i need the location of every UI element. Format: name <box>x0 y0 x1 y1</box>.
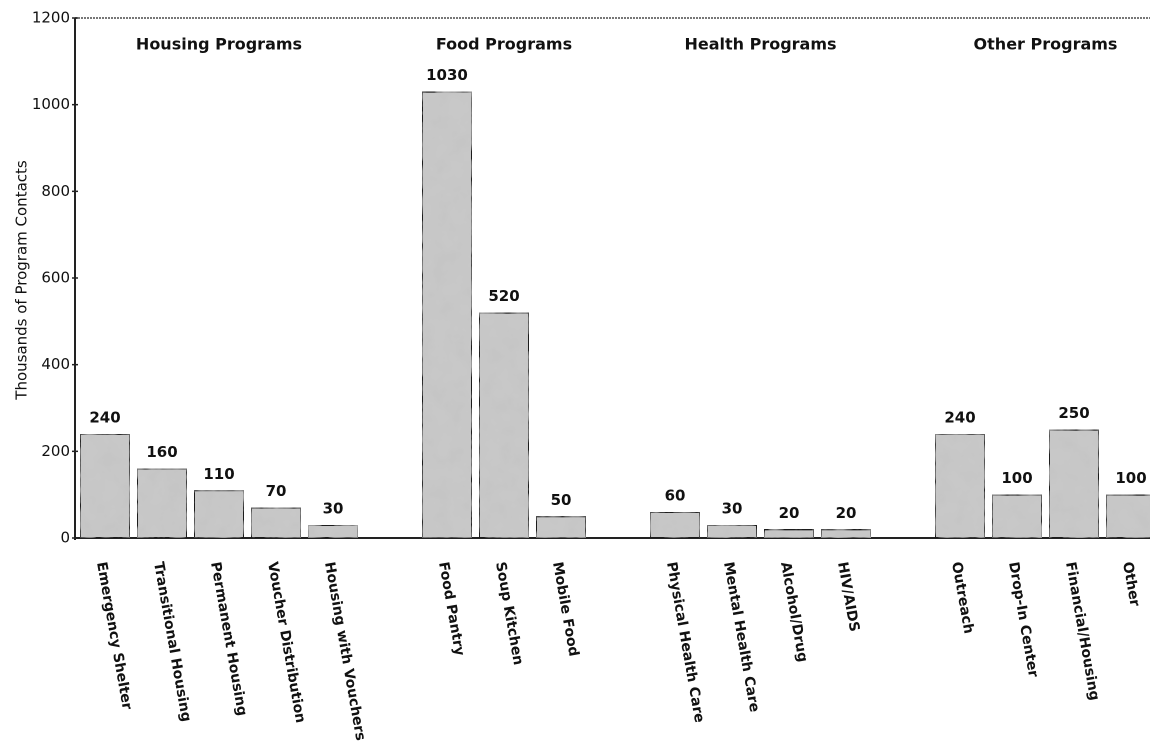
x-tick-label: Emergency Shelter <box>93 561 135 711</box>
x-tick-label: Permanent Housing <box>207 561 250 718</box>
x-tick-label: Physical Health Care <box>663 561 707 724</box>
value-label: 100 <box>1115 469 1146 487</box>
value-label: 30 <box>323 500 344 518</box>
x-tick-label: Mental Health Care <box>720 561 762 714</box>
bar <box>193 489 245 540</box>
y-tick-label: 600 <box>41 269 70 287</box>
y-axis-label: Thousands of Program Contacts <box>13 160 31 401</box>
bar <box>421 90 473 540</box>
value-label: 70 <box>266 482 287 500</box>
y-tick-label: 400 <box>41 355 70 373</box>
bar <box>763 528 815 539</box>
value-label: 30 <box>722 500 743 518</box>
bar <box>136 467 188 539</box>
bar <box>649 511 701 539</box>
bar <box>820 528 872 539</box>
bar <box>706 524 758 539</box>
x-tick-label: Housing with Vouchers <box>321 561 368 742</box>
y-tick-label: 200 <box>41 442 70 460</box>
x-tick-label: Transitional Housing <box>150 561 194 723</box>
x-tick-label: Outreach <box>948 561 976 635</box>
bar <box>991 493 1043 539</box>
value-label: 50 <box>551 491 572 509</box>
y-tick-label: 1000 <box>32 95 70 113</box>
value-label: 250 <box>1058 404 1089 422</box>
bar <box>1048 428 1100 539</box>
value-label: 520 <box>488 287 519 305</box>
bar <box>478 311 530 539</box>
bar <box>934 433 986 539</box>
x-tick-label: Financial/Housing <box>1062 561 1102 702</box>
group-label: Health Programs <box>684 35 836 54</box>
bar <box>250 506 302 539</box>
x-tick-label: Mobile Food <box>549 561 581 658</box>
x-tick-label: Alcohol/Drug <box>777 561 810 664</box>
group-label: Housing Programs <box>136 35 302 54</box>
bar <box>79 433 131 539</box>
value-label: 100 <box>1001 469 1032 487</box>
x-tick-label: Food Pantry <box>435 561 467 657</box>
bar <box>535 515 587 539</box>
value-label: 240 <box>944 409 975 427</box>
y-tick-label: 0 <box>60 529 70 547</box>
x-tick-label: Drop-In Center <box>1005 561 1041 679</box>
y-tick-label: 800 <box>41 182 70 200</box>
group-label: Other Programs <box>974 35 1118 54</box>
group-label: Food Programs <box>436 35 572 54</box>
x-tick-label: Soup Kitchen <box>492 561 526 667</box>
value-label: 160 <box>146 443 177 461</box>
value-label: 20 <box>836 504 857 522</box>
value-label: 110 <box>203 465 234 483</box>
value-label: 20 <box>779 504 800 522</box>
x-tick-label: HIV/AIDS <box>834 561 862 633</box>
value-label: 1030 <box>426 66 468 84</box>
value-label: 240 <box>89 409 120 427</box>
x-tick-label: Voucher Distribution <box>264 561 308 725</box>
bar <box>1105 493 1150 539</box>
value-label: 60 <box>665 487 686 505</box>
y-tick-label: 1200 <box>32 9 70 27</box>
x-tick-label: Other <box>1119 561 1143 608</box>
bar <box>307 524 359 539</box>
